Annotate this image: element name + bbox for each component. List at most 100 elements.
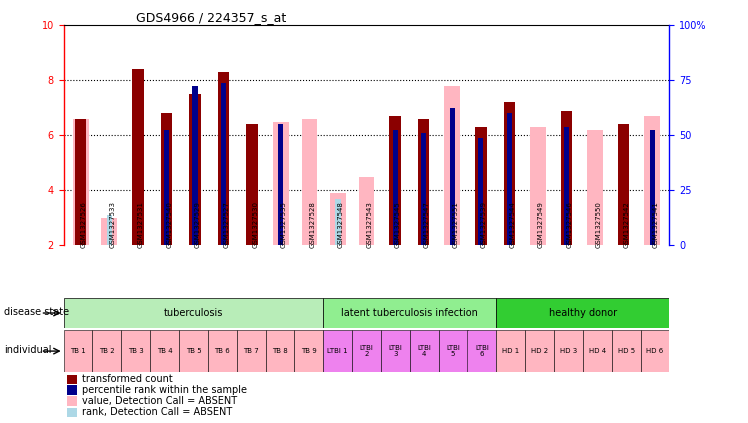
Bar (278, 124, 283, 245)
Bar (323, 298, 497, 328)
Bar (525, 330, 554, 372)
Bar (497, 298, 669, 328)
Text: GSM1327529: GSM1327529 (195, 201, 201, 248)
Text: GSM1327550: GSM1327550 (595, 201, 601, 248)
Text: GSM1327549: GSM1327549 (538, 201, 544, 248)
Text: HD 2: HD 2 (531, 348, 548, 354)
Text: GSM1327546: GSM1327546 (566, 201, 572, 248)
Text: value, Detection Call = ABSENT: value, Detection Call = ABSENT (82, 396, 237, 406)
Text: LTBI
3: LTBI 3 (388, 346, 402, 357)
Bar (221, 83, 226, 245)
Text: latent tuberculosis infection: latent tuberculosis infection (341, 308, 478, 318)
Bar (67, 385, 77, 395)
Text: GSM1327547: GSM1327547 (423, 201, 429, 248)
Bar (444, 86, 460, 245)
Bar (587, 130, 603, 245)
Bar (67, 396, 77, 406)
Bar (330, 193, 346, 245)
Bar (352, 330, 381, 372)
Text: GSM1327541: GSM1327541 (652, 201, 658, 248)
Bar (497, 330, 525, 372)
Bar (381, 330, 410, 372)
Text: GSM1327551: GSM1327551 (453, 201, 459, 248)
Text: GSM1327533: GSM1327533 (109, 201, 115, 248)
Text: TB 2: TB 2 (99, 348, 114, 354)
Text: GSM1327531: GSM1327531 (138, 201, 144, 248)
Bar (390, 116, 401, 245)
Text: GSM1327528: GSM1327528 (310, 201, 316, 248)
Text: GSM1327542: GSM1327542 (624, 201, 630, 248)
Text: GSM1327544: GSM1327544 (509, 201, 515, 248)
Text: LTBI 1: LTBI 1 (328, 348, 348, 354)
Text: HD 3: HD 3 (560, 348, 577, 354)
Text: GSM1327527: GSM1327527 (224, 201, 230, 248)
Bar (295, 330, 323, 372)
Bar (612, 330, 640, 372)
Text: healthy donor: healthy donor (549, 308, 617, 318)
Bar (161, 113, 172, 245)
Text: GSM1327530: GSM1327530 (252, 201, 258, 248)
Bar (438, 330, 468, 372)
Text: TB 9: TB 9 (301, 348, 316, 354)
Text: GSM1327543: GSM1327543 (367, 201, 373, 248)
Bar (418, 119, 429, 245)
Bar (530, 127, 546, 245)
Bar (640, 330, 669, 372)
Text: LTBI
5: LTBI 5 (446, 346, 460, 357)
Bar (132, 69, 144, 245)
Bar (645, 116, 660, 245)
Bar (393, 130, 398, 245)
Text: transformed count: transformed count (82, 374, 173, 384)
Text: GSM1327526: GSM1327526 (81, 201, 87, 248)
Bar (164, 130, 169, 245)
Text: TB 6: TB 6 (215, 348, 230, 354)
Bar (410, 330, 438, 372)
Text: LTBI
6: LTBI 6 (475, 346, 489, 357)
Bar (503, 102, 515, 245)
Text: LTBI
2: LTBI 2 (360, 346, 373, 357)
Bar (208, 330, 236, 372)
Bar (192, 86, 197, 245)
Bar (421, 133, 426, 245)
Text: TB 8: TB 8 (272, 348, 288, 354)
Bar (67, 375, 77, 384)
Bar (478, 138, 483, 245)
Bar (107, 215, 112, 245)
Text: rank, Detection Call = ABSENT: rank, Detection Call = ABSENT (82, 407, 232, 417)
Text: GSM1327548: GSM1327548 (338, 201, 344, 248)
Bar (93, 330, 121, 372)
Bar (67, 408, 77, 417)
Bar (554, 330, 583, 372)
Bar (273, 122, 289, 245)
Bar (301, 119, 317, 245)
Text: TB 7: TB 7 (243, 348, 259, 354)
Text: GSM1327539: GSM1327539 (481, 201, 487, 248)
Text: HD 5: HD 5 (618, 348, 635, 354)
Text: LTBI
4: LTBI 4 (417, 346, 431, 357)
Text: TB 3: TB 3 (128, 348, 144, 354)
Bar (64, 330, 93, 372)
Text: GSM1327545: GSM1327545 (395, 201, 401, 248)
Text: TB 4: TB 4 (157, 348, 172, 354)
Bar (121, 330, 150, 372)
Text: percentile rank within the sample: percentile rank within the sample (82, 385, 247, 395)
Bar (564, 127, 569, 245)
Text: HD 6: HD 6 (646, 348, 663, 354)
Bar (335, 199, 340, 245)
Bar (75, 119, 87, 245)
Bar (150, 330, 179, 372)
Bar (618, 124, 630, 245)
Bar (189, 94, 200, 245)
Text: TB 5: TB 5 (186, 348, 201, 354)
Bar (247, 124, 258, 245)
Bar (650, 130, 655, 245)
Bar (450, 108, 455, 245)
Bar (358, 177, 375, 245)
Bar (323, 330, 352, 372)
Text: disease state: disease state (4, 307, 69, 317)
Bar (266, 330, 295, 372)
Bar (507, 113, 512, 245)
Text: TB 1: TB 1 (70, 348, 86, 354)
Bar (583, 330, 612, 372)
Text: individual: individual (4, 345, 52, 355)
